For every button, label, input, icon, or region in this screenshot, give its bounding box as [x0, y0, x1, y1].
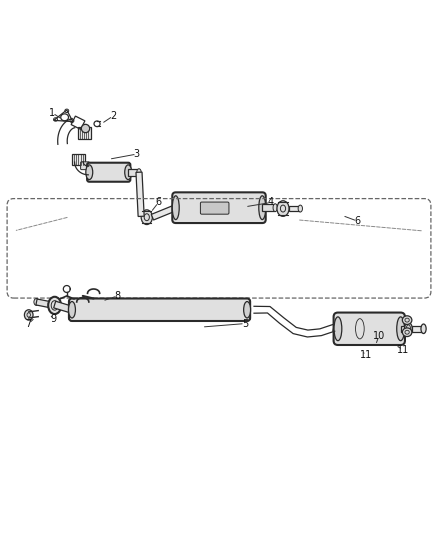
- Ellipse shape: [405, 322, 412, 335]
- FancyBboxPatch shape: [69, 298, 250, 321]
- FancyBboxPatch shape: [71, 154, 85, 165]
- Ellipse shape: [48, 297, 61, 314]
- Text: 11: 11: [360, 350, 372, 360]
- Text: 7: 7: [25, 319, 32, 328]
- Ellipse shape: [277, 201, 289, 216]
- Polygon shape: [401, 326, 408, 332]
- Ellipse shape: [244, 302, 251, 318]
- Polygon shape: [412, 326, 424, 332]
- FancyBboxPatch shape: [87, 163, 131, 182]
- Ellipse shape: [421, 324, 426, 334]
- Polygon shape: [36, 299, 50, 308]
- FancyBboxPatch shape: [172, 192, 266, 223]
- Ellipse shape: [403, 316, 412, 325]
- Polygon shape: [289, 206, 300, 212]
- Ellipse shape: [34, 298, 39, 305]
- Ellipse shape: [125, 165, 132, 180]
- Ellipse shape: [273, 204, 277, 212]
- Text: 3: 3: [134, 149, 140, 159]
- Text: 10: 10: [373, 330, 385, 341]
- FancyBboxPatch shape: [334, 312, 405, 345]
- Ellipse shape: [172, 196, 179, 220]
- Text: 5: 5: [242, 319, 248, 328]
- Ellipse shape: [403, 328, 412, 336]
- Text: 9: 9: [51, 314, 57, 324]
- Ellipse shape: [397, 317, 405, 341]
- Ellipse shape: [141, 210, 152, 224]
- Text: 6: 6: [155, 198, 162, 207]
- Ellipse shape: [25, 310, 33, 320]
- Polygon shape: [54, 301, 73, 313]
- Ellipse shape: [173, 204, 178, 212]
- Ellipse shape: [137, 169, 141, 176]
- Text: 2: 2: [110, 111, 116, 121]
- Text: 11: 11: [397, 344, 409, 354]
- FancyBboxPatch shape: [201, 202, 229, 214]
- FancyBboxPatch shape: [78, 127, 91, 139]
- Polygon shape: [151, 205, 177, 220]
- Ellipse shape: [298, 205, 303, 212]
- Polygon shape: [333, 325, 339, 332]
- Ellipse shape: [334, 317, 342, 341]
- Text: 8: 8: [114, 291, 120, 301]
- Polygon shape: [262, 204, 275, 211]
- Text: 6: 6: [354, 216, 360, 226]
- Ellipse shape: [68, 302, 75, 318]
- Text: 1: 1: [49, 108, 56, 118]
- Ellipse shape: [259, 196, 266, 220]
- Polygon shape: [128, 169, 139, 176]
- Ellipse shape: [86, 165, 93, 180]
- Text: 4: 4: [268, 198, 274, 207]
- FancyBboxPatch shape: [81, 162, 89, 169]
- Polygon shape: [136, 172, 144, 216]
